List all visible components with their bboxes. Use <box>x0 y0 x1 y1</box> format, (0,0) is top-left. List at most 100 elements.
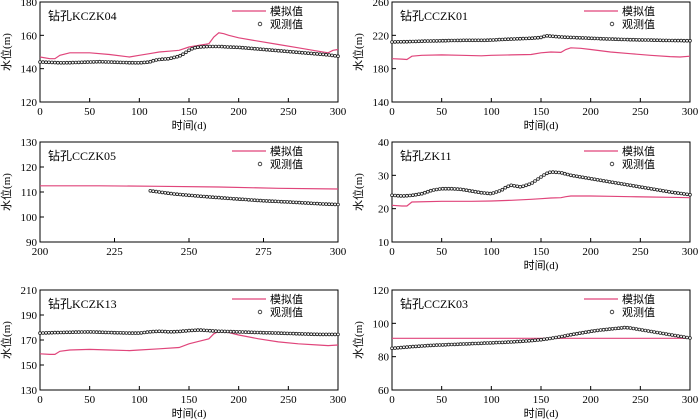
observed-point <box>512 184 516 188</box>
observed-point <box>652 187 656 192</box>
observed-point <box>574 35 579 40</box>
observed-point <box>59 330 63 335</box>
observed-point <box>205 194 209 199</box>
observed-point <box>249 46 254 51</box>
observed-point <box>652 38 656 42</box>
observed-point <box>187 48 191 53</box>
observed-point <box>214 44 218 49</box>
observed-point <box>655 330 659 335</box>
observed-point <box>413 344 418 349</box>
observed-point <box>679 38 683 43</box>
simulated-series-line <box>39 32 339 60</box>
observed-point <box>157 190 162 194</box>
y-axis-label: 水位(m) <box>351 321 365 359</box>
observed-point <box>467 341 472 346</box>
x-axis-label: 时间(d) <box>524 119 559 132</box>
observed-point <box>53 330 57 335</box>
observed-point <box>270 199 275 204</box>
observed-point <box>479 341 484 346</box>
observed-point <box>464 188 469 193</box>
observed-point <box>428 343 433 348</box>
observed-point <box>542 173 546 177</box>
observed-point <box>679 191 683 196</box>
panel-title: 钻孔KCZK13 <box>48 296 117 311</box>
observed-point <box>234 329 239 334</box>
observed-point <box>327 332 331 337</box>
observed-point <box>557 170 561 175</box>
observed-point <box>443 38 448 43</box>
observed-point <box>127 331 132 335</box>
chart-panel-4: 0 50 100 150 200 250 300 10 20 30 40 时间(d) 水位(m) 钻孔ZK… <box>351 137 699 272</box>
observed-point <box>494 37 499 42</box>
observed-point <box>315 52 319 56</box>
observed-point <box>336 332 340 337</box>
observed-point <box>205 328 209 333</box>
observed-point <box>279 331 284 336</box>
observed-point <box>536 338 540 342</box>
observed-point <box>190 193 194 198</box>
x-tick-label: 150 <box>181 394 198 406</box>
x-tick-label: 200 <box>230 106 247 118</box>
observed-point <box>595 36 600 41</box>
observed-point <box>181 52 185 56</box>
observed-point <box>622 325 627 330</box>
observed-point <box>419 39 424 43</box>
observed-point <box>595 178 600 182</box>
observed-point <box>428 188 433 193</box>
observed-point <box>512 339 516 344</box>
observed-point <box>324 202 328 206</box>
observed-point <box>598 36 603 41</box>
x-tick-label: 300 <box>682 246 699 258</box>
observed-point <box>545 337 549 341</box>
observed-point <box>440 38 445 43</box>
observed-point <box>184 50 188 55</box>
x-axis-label: 时间(d) <box>524 259 559 272</box>
observed-point <box>545 171 549 176</box>
legend-simulated-label: 模拟值 <box>270 144 303 158</box>
x-tick-label: 100 <box>131 394 148 406</box>
observed-point <box>300 201 305 205</box>
observed-point <box>583 330 588 335</box>
observed-point <box>506 184 511 189</box>
observed-point <box>440 186 445 191</box>
observed-point <box>598 178 603 183</box>
observed-point <box>571 174 576 178</box>
observed-point <box>649 187 654 191</box>
observed-point <box>160 190 165 195</box>
observed-point <box>494 340 499 345</box>
observed-point <box>503 185 508 190</box>
observed-point <box>196 45 200 49</box>
observed-point <box>664 38 668 43</box>
observed-point <box>94 59 99 64</box>
observed-point <box>276 48 281 53</box>
observed-point <box>300 50 305 55</box>
observed-point <box>682 335 686 339</box>
observed-point <box>530 36 534 40</box>
observed-point <box>297 200 302 205</box>
observed-point <box>109 330 114 335</box>
observed-point <box>327 53 331 57</box>
observed-point <box>634 184 639 189</box>
observed-point <box>542 337 546 342</box>
observed-point <box>619 37 624 42</box>
observed-point <box>515 184 519 189</box>
observed-point <box>172 192 176 196</box>
x-tick-label: 300 <box>330 106 347 118</box>
observed-point <box>211 329 215 333</box>
observed-point <box>297 331 302 336</box>
observed-point <box>118 60 123 65</box>
observed-point <box>601 327 606 332</box>
observed-point <box>324 332 328 337</box>
observed-point <box>571 332 576 337</box>
observed-point <box>393 346 397 350</box>
observed-point <box>551 170 555 174</box>
observed-point <box>270 331 275 335</box>
y-axis-label: 水位(m) <box>351 33 365 71</box>
panel-title: 钻孔KCZK04 <box>48 8 117 23</box>
observed-point <box>577 35 582 40</box>
observed-point <box>461 342 466 346</box>
observed-point <box>318 52 322 56</box>
observed-point <box>53 60 57 65</box>
x-tick-label: 250 <box>181 246 198 258</box>
observed-point <box>112 330 117 335</box>
